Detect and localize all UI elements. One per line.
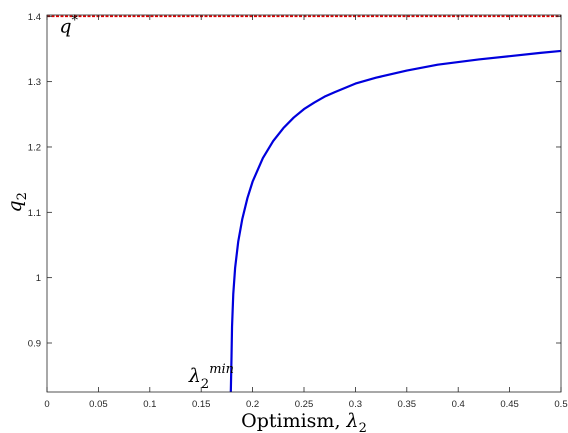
x-axis-label-subscript: 2	[359, 421, 367, 433]
x-axis-label-text: Optimism,	[241, 410, 346, 432]
annotation-q-superscript: *	[72, 14, 79, 29]
y-tick-label: 1.4	[28, 12, 41, 23]
annotation-lambda-symbol: λ	[188, 365, 201, 387]
series-line-0	[229, 49, 562, 393]
y-tick-label: 1	[36, 273, 41, 284]
x-axis-label: Optimism, λ2	[241, 410, 367, 433]
y-tick-label: 1.1	[28, 208, 41, 219]
x-tick-label: 0.3	[349, 399, 362, 410]
x-tick-label: 0.4	[452, 399, 465, 410]
y-axis-label-symbol: q	[4, 200, 26, 212]
x-tick-label: 0.2	[246, 399, 259, 410]
x-tick-label: 0	[44, 399, 49, 410]
x-tick-label: 0.35	[398, 399, 417, 410]
axes-box	[46, 14, 562, 393]
x-tick-label: 0.5	[554, 399, 567, 410]
y-tick-label: 0.9	[28, 338, 41, 349]
x-tick-label: 0.1	[143, 399, 156, 410]
y-axis-label-subscript: 2	[15, 192, 30, 200]
y-tick-label: 1.2	[28, 142, 41, 153]
annotation-q-star: q*	[59, 14, 78, 38]
tick-layer: 0 0.05 0.1 0.15 0.2 0.25 0.3 0.35 0.4 0.45 0.5 0.9 1…	[28, 12, 568, 410]
annotation-q-symbol: q	[59, 16, 71, 38]
series-layer	[47, 15, 562, 393]
x-tick-label: 0.45	[500, 399, 519, 410]
annotation-lambda-superscript: min	[209, 362, 234, 377]
x-tick-label: 0.15	[192, 399, 211, 410]
annotation-lambda-min: λ2min	[188, 362, 234, 392]
x-tick-label: 0.05	[89, 399, 108, 410]
y-tick-label: 1.3	[28, 77, 41, 88]
annotation-lambda-subscript: 2	[201, 377, 209, 392]
x-axis-label-symbol: λ	[346, 410, 359, 432]
x-tick-label: 0.25	[295, 399, 314, 410]
y-axis-label: q2	[4, 192, 30, 212]
